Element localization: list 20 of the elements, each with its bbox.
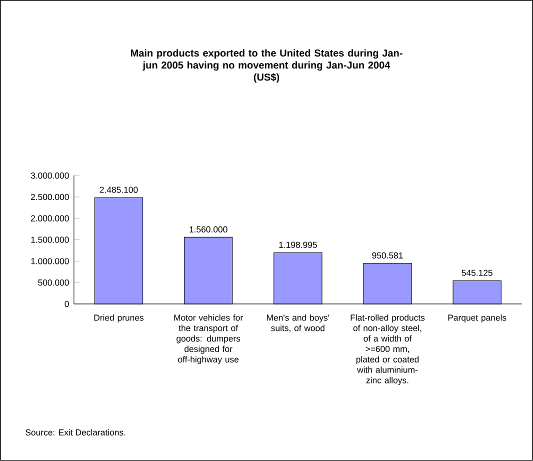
source-note: Source: Exit Declarations. [26,429,126,436]
x-tick-label: Men's and boys' suits, of wood [267,314,330,332]
data-label: 950.581 [372,252,403,259]
y-tick-label: 1.500.000 [31,236,69,243]
x-tick-label: Flat-rolled products of non-alloy steel, of a width of >=600 mm, plated or coated with aluminium-zinc alloys. [350,314,425,386]
x-tick-label: Dried prunes [94,314,144,323]
chart-subtitle: (US$) [254,73,280,83]
y-tick-label: 1.000.000 [31,258,69,264]
y-tick-label: 2.500.000 [31,194,69,200]
x-tick-label: Motor vehicles for the transport of goods: dumpers designed for off-highway use [174,314,243,364]
data-label: 2.485.100 [100,186,138,193]
data-label: 545.125 [462,270,492,276]
chart-title: Main products exported to the United States during Jan-jun 2005 having no movement during Jan-Jun 2004 [130,49,402,71]
data-label: 1.198.995 [279,242,317,248]
x-tick-label: Parquet panels [448,314,506,323]
y-tick-label: 0 [64,300,69,308]
y-tick-label: 500.000 [38,280,69,286]
y-tick-label: 2.000.000 [31,215,69,222]
y-tick-label: 3.000.000 [30,172,69,179]
data-label: 1.560.000 [190,226,228,233]
